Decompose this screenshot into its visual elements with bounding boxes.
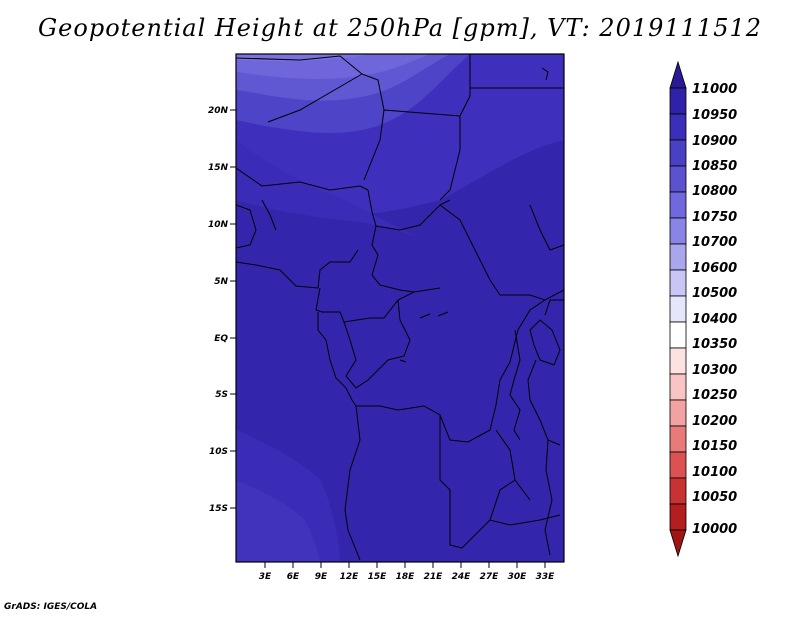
colorbar-segment xyxy=(669,477,687,505)
map-frame xyxy=(235,53,565,563)
height-field xyxy=(236,54,564,562)
colorbar-segment xyxy=(669,269,687,297)
lon-label-30e: 30E xyxy=(508,572,528,582)
colorbar-segment xyxy=(669,295,687,323)
colorbar-segment xyxy=(669,87,687,115)
colorbar-label-10200: 10200 xyxy=(692,414,737,429)
colorbar-segment xyxy=(669,347,687,375)
colorbar-label-10800: 10800 xyxy=(692,184,737,199)
colorbar-segment xyxy=(669,191,687,219)
colorbar-label-10700: 10700 xyxy=(692,235,737,250)
lon-label-15e: 15E xyxy=(368,572,388,582)
colorbar-label-10950: 10950 xyxy=(692,108,737,123)
lat-label-10n: 10N xyxy=(208,220,229,230)
colorbar-label-10100: 10100 xyxy=(692,465,737,480)
lon-label-12e: 12E xyxy=(340,572,360,582)
lon-label-3e: 3E xyxy=(259,572,272,582)
colorbar-segment xyxy=(669,217,687,245)
colorbar-label-10300: 10300 xyxy=(692,363,737,378)
lat-label-10s: 10S xyxy=(209,447,228,457)
colorbar-label-10000: 10000 xyxy=(692,522,737,537)
colorbar-segment xyxy=(669,451,687,479)
colorbar-label-10150: 10150 xyxy=(692,439,737,454)
lat-label-15n: 15N xyxy=(208,163,229,173)
lon-label-21e: 21E xyxy=(424,572,444,582)
lat-label-5s: 5S xyxy=(215,390,228,400)
colorbar: 11000 10950 10900 10850 10800 10750 1070… xyxy=(669,60,737,558)
colorbar-label-10600: 10600 xyxy=(692,261,737,276)
colorbar-segment xyxy=(669,60,687,89)
colorbar-segment xyxy=(669,529,687,558)
colorbar-label-11000: 11000 xyxy=(692,82,737,97)
lat-label-20n: 20N xyxy=(208,106,229,116)
colorbar-label-10400: 10400 xyxy=(692,312,737,327)
lat-label-eq: EQ xyxy=(214,334,228,344)
colorbar-segment xyxy=(669,503,687,531)
colorbar-segment xyxy=(669,139,687,167)
colorbar-label-10500: 10500 xyxy=(692,286,737,301)
colorbar-segment xyxy=(669,321,687,349)
colorbar-segment xyxy=(669,165,687,193)
lat-axis: 20N 15N 10N 5N EQ 5S 10S 15S xyxy=(208,106,236,514)
country-borders xyxy=(236,54,564,561)
lon-axis: 3E 6E 9E 12E 15E 18E 21E 24E 27E 30E 33E xyxy=(259,562,555,582)
lon-label-24e: 24E xyxy=(452,572,472,582)
colorbar-segment xyxy=(669,425,687,453)
lon-label-27e: 27E xyxy=(480,572,500,582)
colorbar-segment xyxy=(669,113,687,141)
lon-label-9e: 9E xyxy=(315,572,328,582)
colorbar-segment xyxy=(669,373,687,401)
lon-label-6e: 6E xyxy=(287,572,300,582)
colorbar-boxes xyxy=(669,60,687,558)
map-title: Geopotential Height at 250hPa [gpm], VT:… xyxy=(38,14,762,42)
lat-label-15s: 15S xyxy=(209,504,228,514)
colorbar-label-10850: 10850 xyxy=(692,159,737,174)
lon-label-18e: 18E xyxy=(396,572,416,582)
colorbar-label-10750: 10750 xyxy=(692,210,737,225)
lat-label-5n: 5N xyxy=(214,277,228,287)
colorbar-label-10900: 10900 xyxy=(692,134,737,149)
colorbar-label-10250: 10250 xyxy=(692,388,737,403)
grads-credit: GrADS: IGES/COLA xyxy=(4,602,98,612)
colorbar-segment xyxy=(669,399,687,427)
colorbar-label-10050: 10050 xyxy=(692,490,737,505)
lon-label-33e: 33E xyxy=(536,572,556,582)
colorbar-segment xyxy=(669,243,687,271)
colorbar-label-10350: 10350 xyxy=(692,337,737,352)
